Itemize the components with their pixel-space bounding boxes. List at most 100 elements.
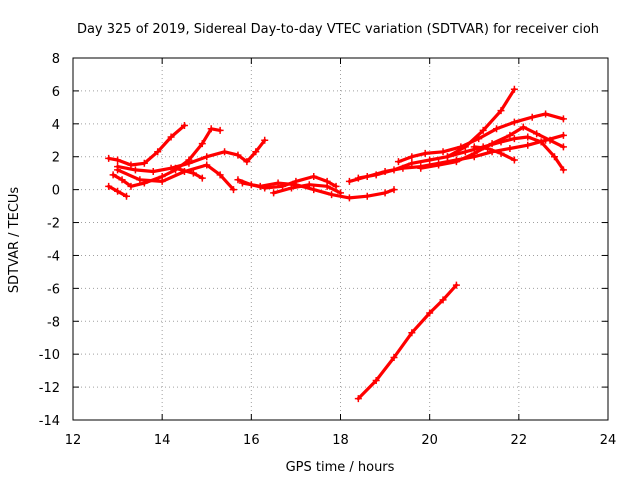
data-point-marker	[310, 186, 318, 194]
data-point-marker	[230, 186, 237, 194]
data-point-marker	[118, 176, 126, 184]
data-point-marker	[216, 126, 224, 134]
data-point-marker	[372, 377, 380, 385]
data-point-marker	[114, 187, 122, 195]
data-point-marker	[394, 158, 402, 166]
series-arc-4	[105, 182, 130, 200]
data-point-marker	[537, 138, 545, 146]
data-point-marker	[475, 135, 483, 143]
series-trace	[240, 181, 396, 200]
data-point-marker	[354, 174, 362, 182]
grid-layer	[73, 58, 608, 420]
data-point-marker	[439, 148, 447, 156]
data-point-marker	[261, 136, 269, 144]
data-point-marker	[452, 281, 460, 289]
data-point-marker	[310, 172, 318, 180]
data-point-marker	[305, 181, 313, 189]
data-point-marker	[426, 156, 434, 164]
y-axis-label: SDTVAR / TECUs	[7, 187, 22, 294]
data-point-marker	[479, 126, 487, 134]
x-axis-label: GPS time / hours	[286, 460, 395, 475]
series-trace	[107, 123, 187, 167]
data-point-marker	[252, 148, 260, 156]
data-point-marker	[216, 171, 224, 179]
data-point-marker	[528, 113, 536, 121]
x-tick-label: 22	[511, 433, 528, 448]
series-trace	[356, 283, 458, 401]
data-point-marker	[559, 115, 567, 123]
series-trace	[472, 145, 517, 162]
y-tick-label: 2	[52, 151, 60, 166]
y-tick-label: -12	[39, 381, 60, 396]
series-arc-8	[238, 179, 398, 202]
data-point-marker	[559, 143, 567, 151]
data-point-marker	[109, 171, 117, 179]
data-point-marker	[234, 151, 242, 159]
data-point-marker	[461, 148, 469, 156]
data-point-marker	[136, 176, 144, 184]
data-point-marker	[444, 153, 451, 161]
series-arc-15	[470, 143, 518, 164]
data-point-marker	[408, 153, 416, 161]
data-point-marker	[234, 176, 242, 184]
data-point-marker	[270, 189, 278, 197]
data-point-marker	[287, 184, 295, 192]
series-arc-6	[172, 164, 206, 182]
data-point-marker	[417, 164, 425, 172]
data-point-marker	[390, 186, 398, 194]
x-tick-label: 16	[243, 433, 260, 448]
data-point-marker	[238, 179, 246, 187]
data-point-marker	[390, 353, 398, 361]
y-tick-label: -14	[39, 414, 60, 429]
data-point-marker	[510, 118, 518, 126]
data-point-marker	[207, 125, 215, 133]
data-point-marker	[484, 145, 492, 152]
series-trace	[356, 87, 517, 180]
series-arc-9	[270, 181, 344, 197]
data-point-marker	[221, 148, 229, 156]
data-point-marker	[189, 169, 197, 177]
data-point-marker	[435, 161, 443, 169]
data-point-marker	[114, 166, 122, 174]
x-tick-label: 24	[600, 433, 617, 448]
data-point-marker	[256, 182, 264, 190]
series-layer	[105, 85, 567, 403]
data-point-marker	[243, 158, 251, 166]
y-tick-label: 0	[52, 184, 60, 199]
data-point-marker	[497, 149, 505, 157]
data-point-marker	[533, 130, 541, 138]
x-tick-label: 18	[332, 433, 349, 448]
series-arc-16	[354, 281, 460, 403]
data-point-marker	[510, 156, 518, 164]
data-point-marker	[470, 149, 478, 157]
y-tick-label: -8	[47, 315, 60, 330]
data-point-marker	[408, 329, 416, 337]
y-tick-label: -4	[47, 249, 60, 264]
data-point-marker	[105, 154, 113, 162]
data-point-marker	[140, 159, 148, 167]
data-point-marker	[559, 166, 567, 174]
data-point-marker	[127, 161, 135, 169]
data-point-marker	[167, 133, 175, 141]
x-tick-label: 14	[154, 433, 171, 448]
data-point-marker	[185, 159, 193, 167]
series-arc-3	[114, 136, 269, 176]
data-point-marker	[332, 182, 340, 190]
series-arc-1	[105, 121, 188, 169]
data-point-marker	[452, 158, 460, 166]
data-point-marker	[559, 131, 567, 139]
data-point-marker	[497, 107, 505, 115]
data-point-marker	[345, 177, 353, 185]
data-point-marker	[493, 125, 501, 133]
y-tick-label: -10	[39, 348, 60, 363]
data-point-marker	[131, 166, 139, 174]
series-trace	[111, 127, 222, 188]
y-tick-label: 6	[52, 85, 60, 100]
data-point-marker	[127, 182, 135, 190]
data-point-marker	[172, 164, 180, 172]
data-point-marker	[470, 143, 478, 151]
data-point-marker	[372, 171, 380, 179]
y-tick-label: 8	[52, 52, 60, 67]
